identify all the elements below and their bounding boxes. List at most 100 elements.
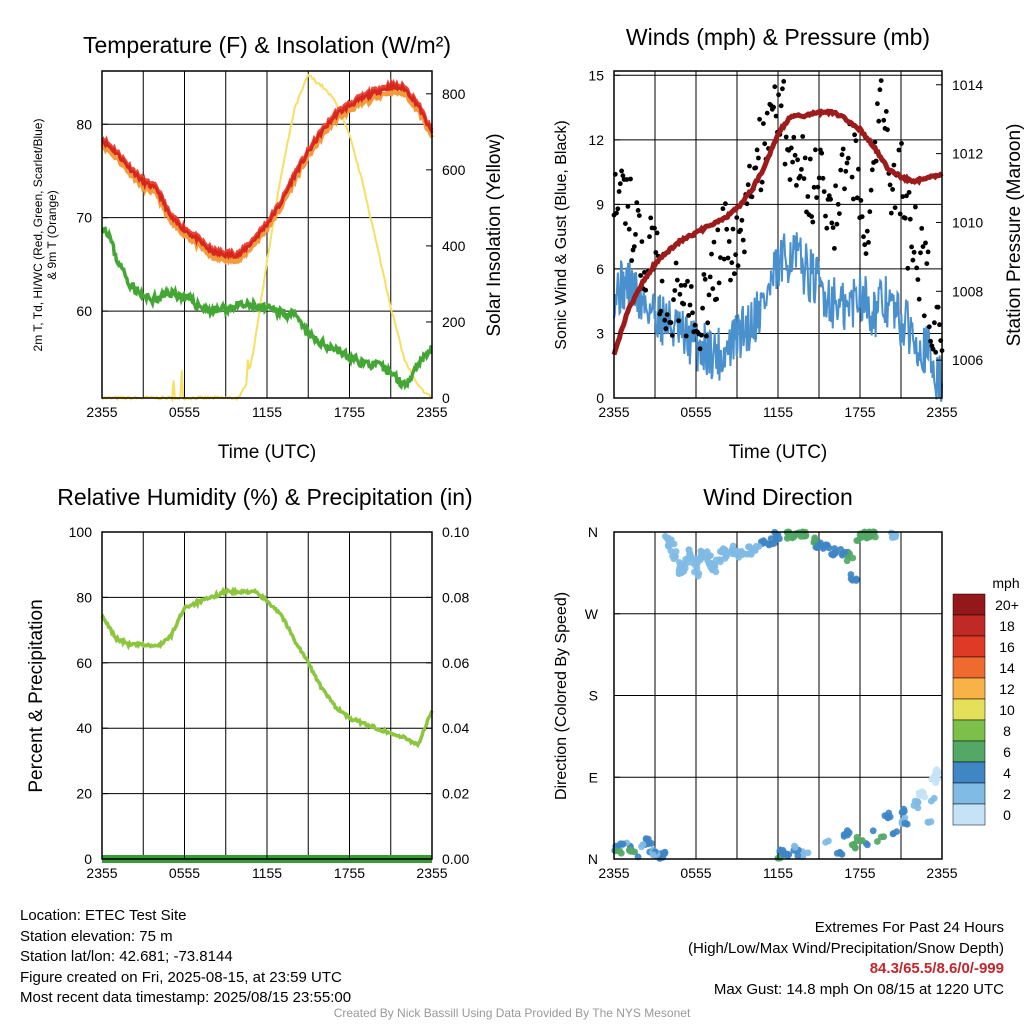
pressure-line [611,108,944,356]
gust-point [904,193,909,199]
gust-point [861,234,866,240]
temp-ytick-label-1: 70 [76,210,92,226]
direction-point [852,577,860,584]
wind-ytick-label-5: 15 [588,67,604,83]
gust-point [754,147,760,153]
colorbar-label-6: 12 [999,681,1015,697]
gust-point [636,213,642,219]
gust-point [733,252,738,258]
colorbar-swatch-6 [952,677,986,700]
gust-point [928,338,933,344]
nine-m-temp-line [100,83,434,266]
max-gust: Max Gust: 14.8 mph On 08/15 at 1220 UTC [713,980,1004,998]
direction-point [661,848,669,856]
panel-humidity: 2355 0555 1155 1755 23550204060801000.000.02… [26,484,473,881]
gust-point [623,221,628,227]
rh-ytick-label-1: 20 [76,786,92,802]
gust-point [714,296,719,302]
gust-point [914,265,920,271]
gust-point [863,251,869,256]
panel-temperature: 2355 0555 1155 1755 23556070800200400600800T… [31,32,505,463]
gust-point [802,155,808,161]
gust-point [913,204,918,210]
rh-xtick-label-2: 1155 [252,865,282,881]
temp-xtick-label-3: 1755 [334,404,365,420]
temp-y2label: Solar Insolation (Yellow) [484,133,505,336]
gust-point [648,215,654,221]
direction-point [642,835,650,843]
rh-y2tick-label-3: 0.06 [442,655,469,671]
direction-point [772,533,780,541]
gust-point [756,155,761,161]
gust-point [840,146,846,152]
gust-point [868,187,874,193]
gust-point [864,228,870,234]
extremes-legend: (High/Low/Max Wind/Precipitation/Snow De… [688,939,1004,957]
gust-point [673,260,679,266]
direction-point [844,827,851,835]
gust-point [700,305,705,311]
gust-point [878,78,884,83]
gust-point [678,283,684,288]
gust-point [685,278,690,284]
direction-point [869,827,877,835]
recent-timestamp: Most recent data timestamp: 2025/08/15 2… [20,989,352,1006]
gust-point [710,286,716,292]
gust-point [674,277,680,283]
gust-point [862,242,868,248]
gust-point [783,134,789,140]
dir-xtick-label-3: 1755 [844,865,875,881]
colorbar-swatch-0 [952,803,986,826]
direction-point [685,554,692,562]
temp-xtick-label-1: 0555 [169,404,200,420]
colorbar-label-8: 16 [999,639,1015,655]
gust-point [852,132,857,138]
direction-point [811,536,819,543]
direction-point [890,830,897,837]
direction-point [676,559,683,566]
extremes-info: Extremes For Past 24 Hours (High/Low/Max… [688,918,1004,1000]
gust-point [747,163,752,169]
gust-point [759,179,765,185]
wind-y2tick-label-3: 1012 [952,146,983,162]
dir-ytick-label-0: N [588,851,598,867]
direction-point [833,850,841,857]
gust-point [799,167,804,172]
gust-point [858,198,864,203]
direction-point [680,567,688,575]
rh-y2tick-label-4: 0.08 [442,589,469,605]
gust-point [699,332,704,338]
direction-point [667,540,675,548]
gust-point [761,121,766,126]
direction-point [901,819,909,827]
gust-point [626,226,632,232]
gust-point [709,251,714,257]
gust-point [734,215,740,221]
gust-point [658,308,664,314]
gust-point [835,201,841,207]
direction-point [783,534,791,542]
gust-point [844,160,850,166]
gust-point [890,187,895,192]
colorbar-swatch-10 [952,593,986,616]
gust-point [638,273,643,278]
wind-ytick-label-4: 12 [588,132,604,148]
colorbar-label-9: 18 [999,618,1015,634]
gust-point [762,141,768,147]
colorbar-swatch-3 [952,740,986,763]
direction-point [843,557,851,565]
gust-point [702,276,708,282]
gust-point [633,232,638,237]
temp-y2tick-label-0: 0 [442,390,450,406]
gust-point [875,101,880,107]
direction-point [804,849,812,857]
dir-xtick-label-0: 2355 [598,865,629,881]
temp-xtick-label-4: 2355 [416,404,447,420]
gust-point [935,304,941,310]
gust-point [906,190,912,195]
gust-point [891,162,897,168]
gust-point [730,226,736,232]
gust-point [677,291,683,297]
direction-point [848,841,856,849]
